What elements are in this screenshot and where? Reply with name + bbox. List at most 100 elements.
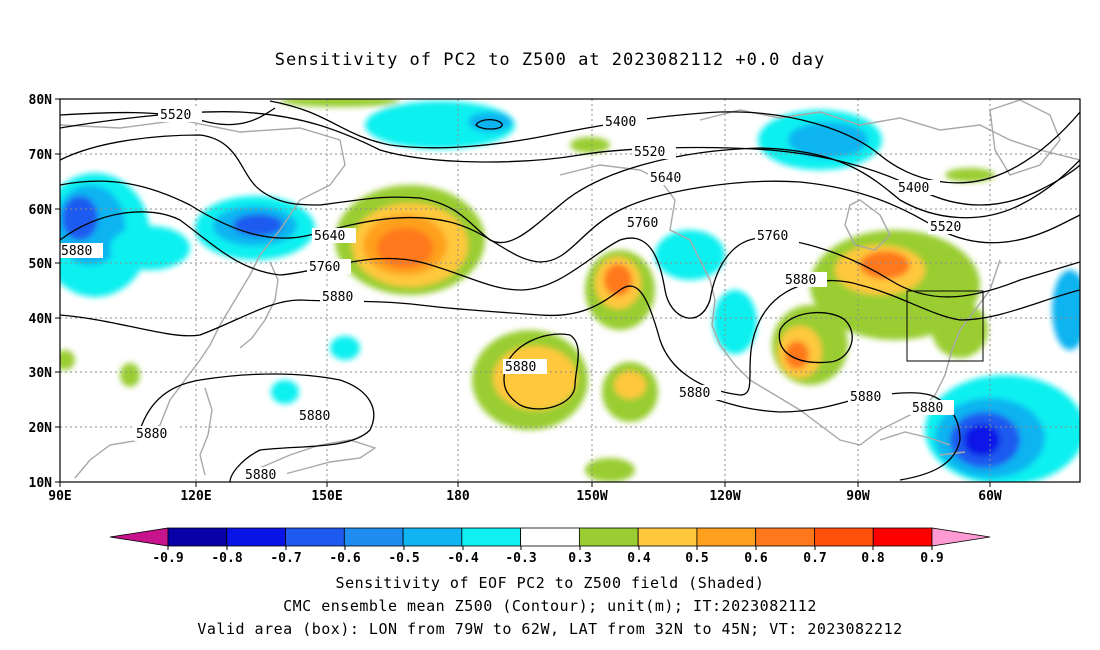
lon-label-120w: 120W (709, 489, 740, 504)
colorbar-cell (696, 527, 757, 547)
colorbar-cell (167, 527, 228, 547)
colorbar-cell (637, 527, 698, 547)
colorbar-label-8: 0.3 (568, 551, 591, 566)
contour-label-5: 5400 (898, 181, 929, 196)
contour-label-2: 5400 (605, 115, 636, 130)
colorbar-cell (285, 527, 345, 547)
colorbar-label-4: -0.6 (329, 551, 360, 566)
coastline-hudson (844, 199, 891, 251)
contour-label-14: 5880 (505, 360, 536, 375)
lon-label-90w: 90W (846, 489, 870, 504)
colorbar-label-10: 0.5 (685, 551, 708, 566)
contour-label-10: 5760 (757, 229, 788, 244)
negative-region-canada (758, 110, 882, 170)
map-frame (59, 98, 1081, 483)
colorbar-label-12: 0.7 (803, 551, 826, 566)
chart-title: Sensitivity of PC2 to Z500 at 2023082112… (274, 50, 826, 70)
longitude-axis (59, 482, 991, 487)
colorbar-label-13: 0.8 (861, 551, 885, 566)
colorbar-cells (167, 527, 933, 547)
colorbar-cell (520, 527, 580, 547)
coastline-arctic (699, 109, 1080, 161)
caption-line-1: Sensitivity of EOF PC2 to Z500 field (Sh… (335, 574, 765, 592)
contour-label-9: 5760 (309, 260, 340, 275)
lon-label-60w: 60W (978, 489, 1002, 504)
colorbar: -0.9 -0.8 -0.7 -0.6 -0.5 -0.4 -0.3 0.3 0… (109, 527, 991, 566)
lon-label-180: 180 (446, 489, 470, 504)
contour-5400 (269, 100, 1080, 184)
coastline-greenland (989, 99, 1061, 176)
latitude-axis (55, 98, 60, 483)
positive-region-dateline (335, 185, 485, 295)
negative-region-atlantic (925, 270, 1080, 482)
contour-label-12: 5880 (322, 290, 353, 305)
contour-5640 (60, 180, 1080, 263)
negative-region-west (60, 173, 315, 297)
negative-region-north-pacific (365, 101, 515, 149)
contour-label-6: 5520 (930, 220, 961, 235)
colorbar-label-5: -0.5 (388, 551, 419, 566)
colorbar-high-arrow (931, 527, 991, 547)
coastline-japan (239, 261, 279, 349)
contour-label-15: 5880 (679, 386, 710, 401)
lon-label-150w: 150W (576, 489, 607, 504)
contour-label-13: 5880 (785, 273, 816, 288)
colorbar-label-14: 0.9 (920, 551, 943, 566)
colorbar-label-1: -0.9 (152, 551, 183, 566)
coastline-alaska (559, 164, 711, 281)
colorbar-cell (226, 527, 286, 547)
contour-label-17: 5880 (912, 401, 943, 416)
colorbar-cell (872, 527, 933, 547)
colorbar-low-arrow (109, 527, 169, 547)
coastline-philippines (199, 387, 213, 476)
lat-label-70n: 70N (29, 148, 53, 163)
contour-5880-north (60, 279, 1080, 396)
contour-label-8: 5760 (627, 216, 658, 231)
contour-5880-east (699, 392, 961, 481)
contour-5520-north (60, 111, 1080, 206)
coastline-gulf (859, 259, 1001, 446)
caption-line-3: Valid area (box): LON from 79W to 62W, L… (197, 620, 903, 638)
lat-label-20n: 20N (29, 421, 53, 436)
caption-line-2: CMC ensemble mean Z500 (Contour); unit(m… (283, 597, 817, 615)
colorbar-label-9: 0.4 (627, 551, 651, 566)
colorbar-label-3: -0.7 (270, 551, 301, 566)
contour-5520-west (60, 134, 1080, 244)
contour-label-19: 5880 (136, 427, 167, 442)
negative-region-west-na (271, 230, 757, 404)
colorbar-ticks (167, 546, 933, 550)
lat-label-40n: 40N (29, 312, 53, 327)
colorbar-cell (461, 527, 522, 547)
lon-label-90e: 90E (48, 489, 71, 504)
coastline-caribbean (879, 431, 966, 456)
colorbar-cell (578, 527, 639, 547)
z500-contours (60, 100, 1080, 482)
contour-label-16: 5880 (850, 390, 881, 405)
coastline-new-guinea (254, 439, 377, 479)
contour-5880-loop-mexico (778, 311, 853, 364)
contour-label-3: 5520 (634, 145, 665, 160)
contour-5760 (60, 211, 1080, 319)
contour-5880-loop-pacific (503, 333, 579, 410)
positive-region-eastern-na (60, 168, 995, 387)
colorbar-cell (814, 527, 874, 547)
colorbar-label-6: -0.4 (447, 551, 478, 566)
lat-label-30n: 30N (29, 366, 53, 381)
contour-label-4: 5640 (650, 171, 681, 186)
lat-label-60n: 60N (29, 203, 53, 218)
contour-5880-south (139, 373, 375, 482)
positive-region-mexico (772, 305, 848, 385)
contour-5400-small (475, 118, 503, 130)
colorbar-label-7: -0.3 (505, 551, 536, 566)
colorbar-label-2: -0.8 (211, 551, 242, 566)
colorbar-cell (755, 527, 815, 547)
lat-label-80n: 80N (29, 93, 53, 108)
valid-area-box (906, 290, 984, 362)
lat-label-10n: 10N (29, 476, 53, 491)
lon-label-120e: 120E (180, 489, 211, 504)
contour-label-18: 5880 (299, 409, 330, 424)
contour-labels: 5520 5400 5520 5640 5400 5520 5640 5760 … (60, 107, 972, 482)
contour-label-1: 5520 (160, 108, 191, 123)
contour-label-11: 5880 (61, 244, 92, 259)
